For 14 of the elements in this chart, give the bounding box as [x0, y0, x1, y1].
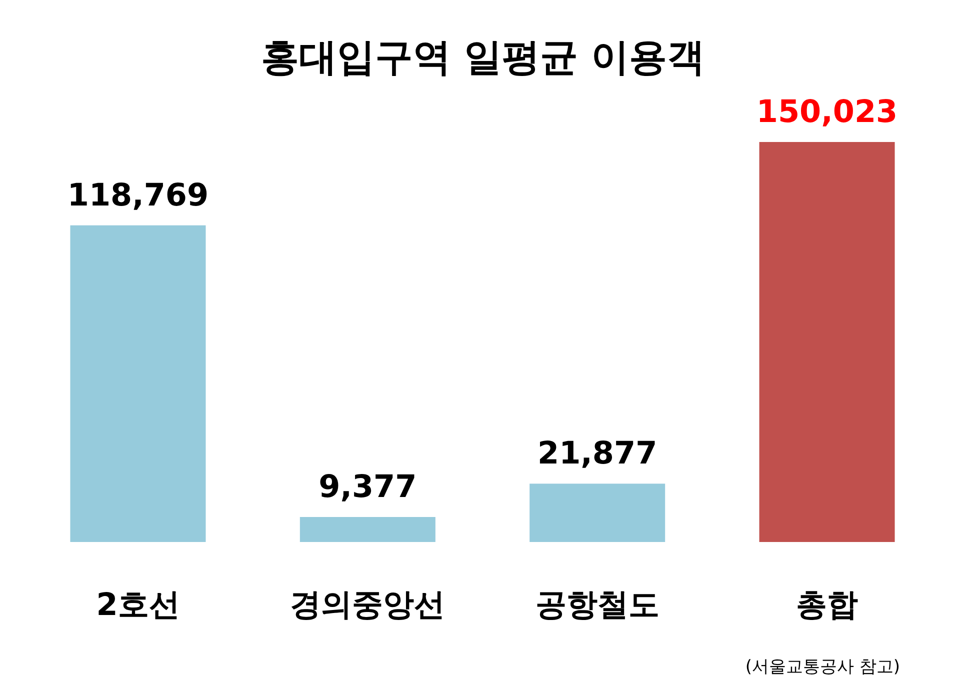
x-tick-label: 총합 — [796, 587, 858, 623]
text: (서울교통공사 참고) — [745, 657, 900, 677]
chart-title: 홍대입구역 일평균 이용객 — [260, 35, 706, 79]
data-label: 21,877 — [538, 436, 658, 472]
data-label: 150,023 — [756, 94, 898, 130]
bar — [70, 225, 206, 542]
bar — [300, 517, 436, 542]
bar — [530, 484, 666, 542]
x-tick-label: 2호선 — [96, 587, 180, 623]
data-label: 118,769 — [67, 177, 209, 214]
bar — [759, 142, 895, 542]
data-label: 9,377 — [318, 469, 417, 505]
x-tick-label: 공항철도 — [535, 587, 660, 623]
x-tick-label: 경의중앙선 — [290, 587, 446, 623]
